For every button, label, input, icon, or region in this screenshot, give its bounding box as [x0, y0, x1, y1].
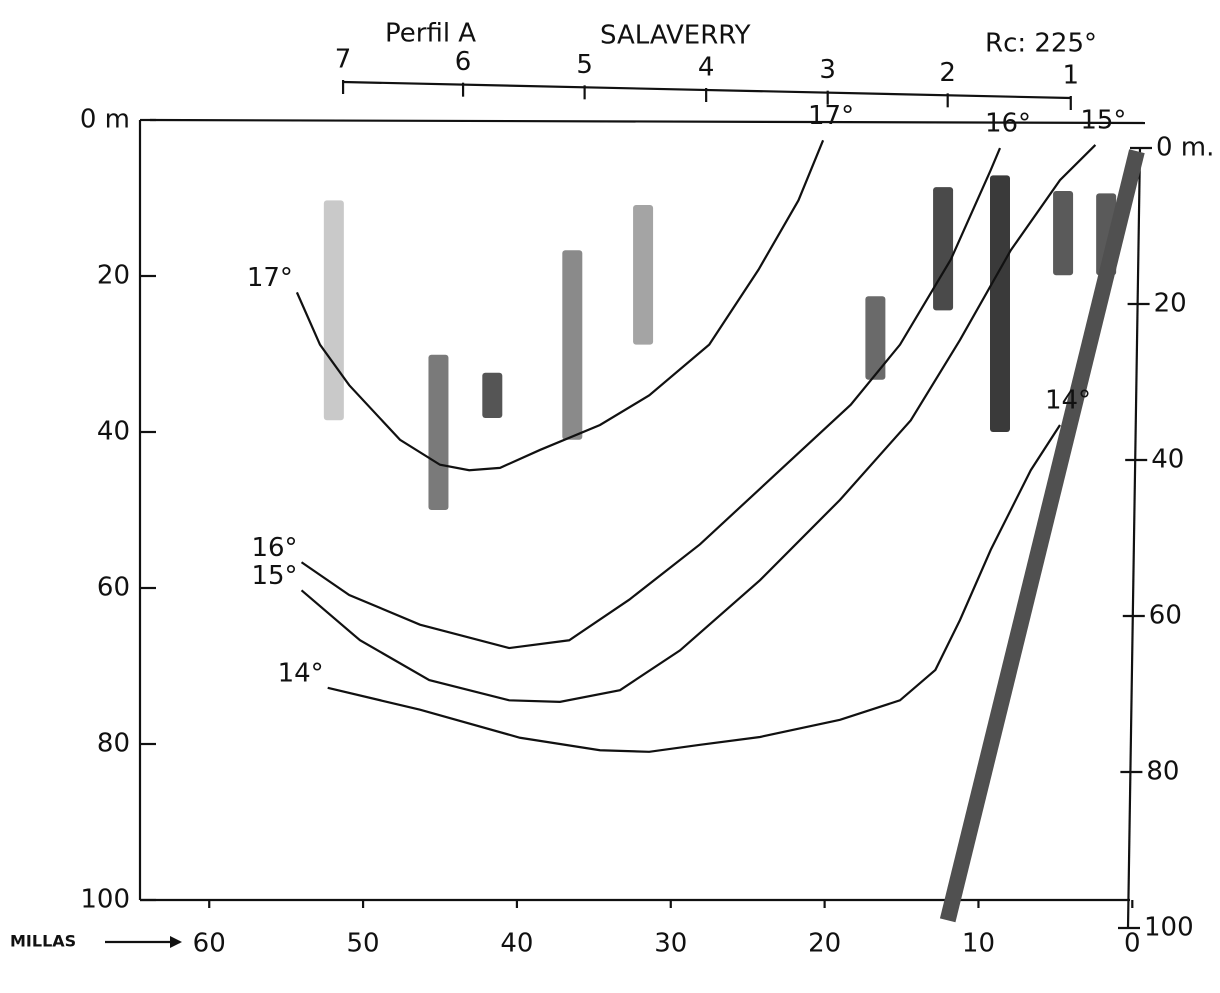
y-tick-label: 40: [97, 417, 130, 447]
y2-tick-label: 80: [1146, 757, 1179, 787]
isotherm-label: 16°: [985, 109, 1031, 139]
station-label: 4: [698, 53, 715, 83]
station-label: 1: [1062, 61, 1079, 91]
echo-trace: [323, 200, 344, 421]
y2-tick-label: 0 m.: [1156, 133, 1214, 163]
x-tick-label: 0: [1124, 929, 1141, 959]
echo-trace: [865, 296, 886, 380]
y-tick-label: 100: [80, 885, 130, 915]
isotherm-label: 16°: [251, 533, 297, 563]
x-tick-label: 10: [962, 929, 995, 959]
y2-axis: [1126, 147, 1142, 929]
y-tick-label: 20: [97, 261, 130, 291]
arrow-head: [170, 936, 182, 948]
echo-trace: [562, 250, 583, 440]
y-tick-label: 0 m: [80, 105, 130, 135]
isotherm-label: 14°: [278, 658, 324, 688]
isotherm-label: 17°: [247, 263, 293, 293]
y2-tick-label: 100: [1144, 913, 1194, 943]
station-label: 2: [939, 58, 956, 88]
y2-tick-label: 20: [1154, 289, 1187, 319]
x-tick-label: 50: [347, 929, 380, 959]
x-tick-label: 60: [193, 929, 226, 959]
echo-trace: [633, 205, 654, 345]
annotation: Rc: 225°: [985, 29, 1097, 59]
station-label: 6: [455, 47, 472, 77]
echo-trace: [482, 372, 503, 418]
isotherm-label: 15°: [1080, 105, 1126, 135]
isotherm: [295, 139, 825, 472]
isotherm-label: 15°: [251, 561, 297, 591]
echo-trace: [933, 187, 954, 311]
station-label: 5: [576, 50, 593, 80]
isotherm-label: 17°: [808, 101, 854, 131]
station-label: 3: [819, 55, 836, 85]
chart-title: Perfil A: [385, 19, 476, 49]
echo-trace: [990, 175, 1010, 432]
y2-tick-label: 60: [1149, 601, 1182, 631]
seabed: [939, 149, 1145, 923]
y-tick-label: 60: [97, 573, 130, 603]
echo-trace: [1053, 190, 1074, 276]
x-tick-label: 30: [654, 929, 687, 959]
station-label: 7: [335, 45, 352, 75]
x-tick-label: 40: [500, 929, 533, 959]
echo-trace: [428, 354, 449, 510]
isotherm-label: 14°: [1045, 385, 1091, 415]
chart-subtitle: SALAVERRY: [600, 21, 751, 51]
isotherm: [300, 144, 1097, 703]
isotherm: [300, 147, 1002, 650]
x-tick-label: 20: [808, 929, 841, 959]
isotherm: [327, 424, 1061, 753]
y-tick-label: 80: [97, 729, 130, 759]
x-axis-label: MILLAS: [10, 932, 76, 951]
top-border: [149, 118, 1146, 125]
y2-tick-label: 40: [1151, 445, 1184, 475]
